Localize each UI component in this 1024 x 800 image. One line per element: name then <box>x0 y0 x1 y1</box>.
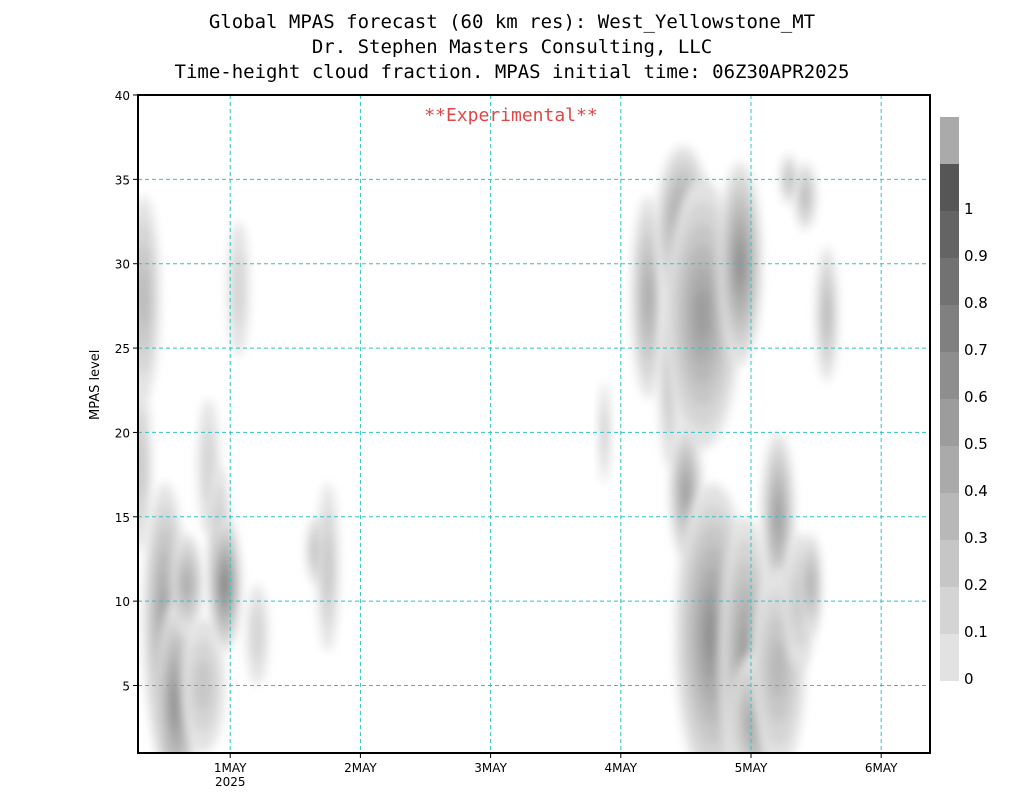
colorbar-swatch <box>940 587 959 634</box>
cloud-contour <box>138 434 145 498</box>
cloud-contour <box>644 274 652 321</box>
colorbar-swatch <box>940 117 959 164</box>
colorbar: 0 0.1 0.2 0.3 0.4 0.5 0.6 0.7 0.8 0.9 1 <box>940 117 988 688</box>
cloud-cell <box>170 533 204 635</box>
colorbar-swatch <box>940 446 959 493</box>
chart-title-line-1: Global MPAS forecast (60 km res): West_Y… <box>208 11 816 33</box>
colorbar-swatch <box>940 540 959 587</box>
colorbar-label: 0.5 <box>964 435 988 453</box>
cloud-cell <box>599 381 610 484</box>
experimental-watermark: **Experimental** <box>424 105 597 126</box>
cloud-cell <box>780 154 798 205</box>
cloud-cell <box>138 381 152 551</box>
colorbar-swatch <box>940 634 959 681</box>
colorbar-swatch <box>940 493 959 540</box>
colorbar-swatch <box>940 352 959 399</box>
cloud-cell <box>794 162 817 230</box>
chart-title-line-2: Dr. Stephen Masters Consulting, LLC <box>311 36 713 58</box>
x-tick-label: 1MAY <box>214 761 247 775</box>
cloud-contour <box>706 609 720 661</box>
cloud-contour <box>808 572 814 596</box>
colorbar-label: 0.3 <box>964 529 988 547</box>
cloud-contour <box>232 252 245 326</box>
cloud-contour <box>694 288 710 341</box>
y-tick-label: 10 <box>115 595 130 609</box>
colorbar-label: 1 <box>964 200 974 218</box>
colorbar-label: 0.6 <box>964 388 988 406</box>
colorbar-label: 0.8 <box>964 294 988 312</box>
colorbar-swatch <box>940 305 959 352</box>
y-tick-label: 5 <box>122 680 130 694</box>
cloud-contour <box>138 268 149 327</box>
cloud-contour <box>222 574 228 595</box>
grid-lines <box>138 95 930 753</box>
colorbar-label: 0.2 <box>964 576 988 594</box>
plot-frame <box>137 94 931 754</box>
y-tick-label: 30 <box>115 258 130 272</box>
cloud-contour <box>802 186 809 206</box>
x-tick-label: 3MAY <box>474 761 507 775</box>
colorbar-swatch <box>940 399 959 446</box>
cloud-fraction-field <box>138 145 838 753</box>
chart-title-line-3: Time-height cloud fraction. MPAS initial… <box>174 61 850 83</box>
x-tick-label: 6MAY <box>865 761 898 775</box>
cloud-cell <box>227 221 250 357</box>
y-axis-label: MPAS level <box>88 349 103 420</box>
cloud-contour <box>602 413 607 452</box>
cloud-cell <box>246 584 269 686</box>
cloud-contour <box>770 639 786 698</box>
colorbar-swatch <box>940 211 959 258</box>
cloud-contour <box>323 535 332 600</box>
cloud-contour <box>786 172 792 187</box>
colorbar-label: 0.7 <box>964 341 988 359</box>
cloud-contour <box>251 607 264 663</box>
cloud-cell <box>317 483 339 652</box>
colorbar-label: 0.4 <box>964 482 988 500</box>
colorbar-swatch <box>940 258 959 305</box>
cloud-cell <box>664 179 741 450</box>
y-tick-label: 20 <box>115 426 130 440</box>
y-axis-ticks: 5 10 15 20 25 30 35 40 <box>115 89 138 694</box>
colorbar-label: 0 <box>964 670 974 688</box>
cloud-contour <box>183 572 191 596</box>
colorbar-swatch <box>940 164 959 211</box>
colorbar-label: 0.9 <box>964 247 988 265</box>
y-tick-label: 25 <box>115 342 130 356</box>
cloud-cell <box>208 516 242 652</box>
cloud-contour <box>202 429 215 503</box>
cloud-contour <box>823 295 831 334</box>
cloud-contour <box>172 685 180 720</box>
x-tick-label: 5MAY <box>735 761 768 775</box>
x-tick-label: 2MAY <box>344 761 377 775</box>
cloud-cell <box>799 533 822 635</box>
y-tick-label: 35 <box>115 173 130 187</box>
y-tick-label: 15 <box>115 511 130 525</box>
x-tick-sublabel: 2025 <box>215 775 246 789</box>
cloud-cell <box>816 246 838 382</box>
cloud-contour <box>682 478 689 505</box>
cloud-cell <box>138 196 160 399</box>
y-tick-label: 40 <box>115 89 130 103</box>
colorbar-label: 0.1 <box>964 623 988 641</box>
x-tick-label: 4MAY <box>604 761 637 775</box>
